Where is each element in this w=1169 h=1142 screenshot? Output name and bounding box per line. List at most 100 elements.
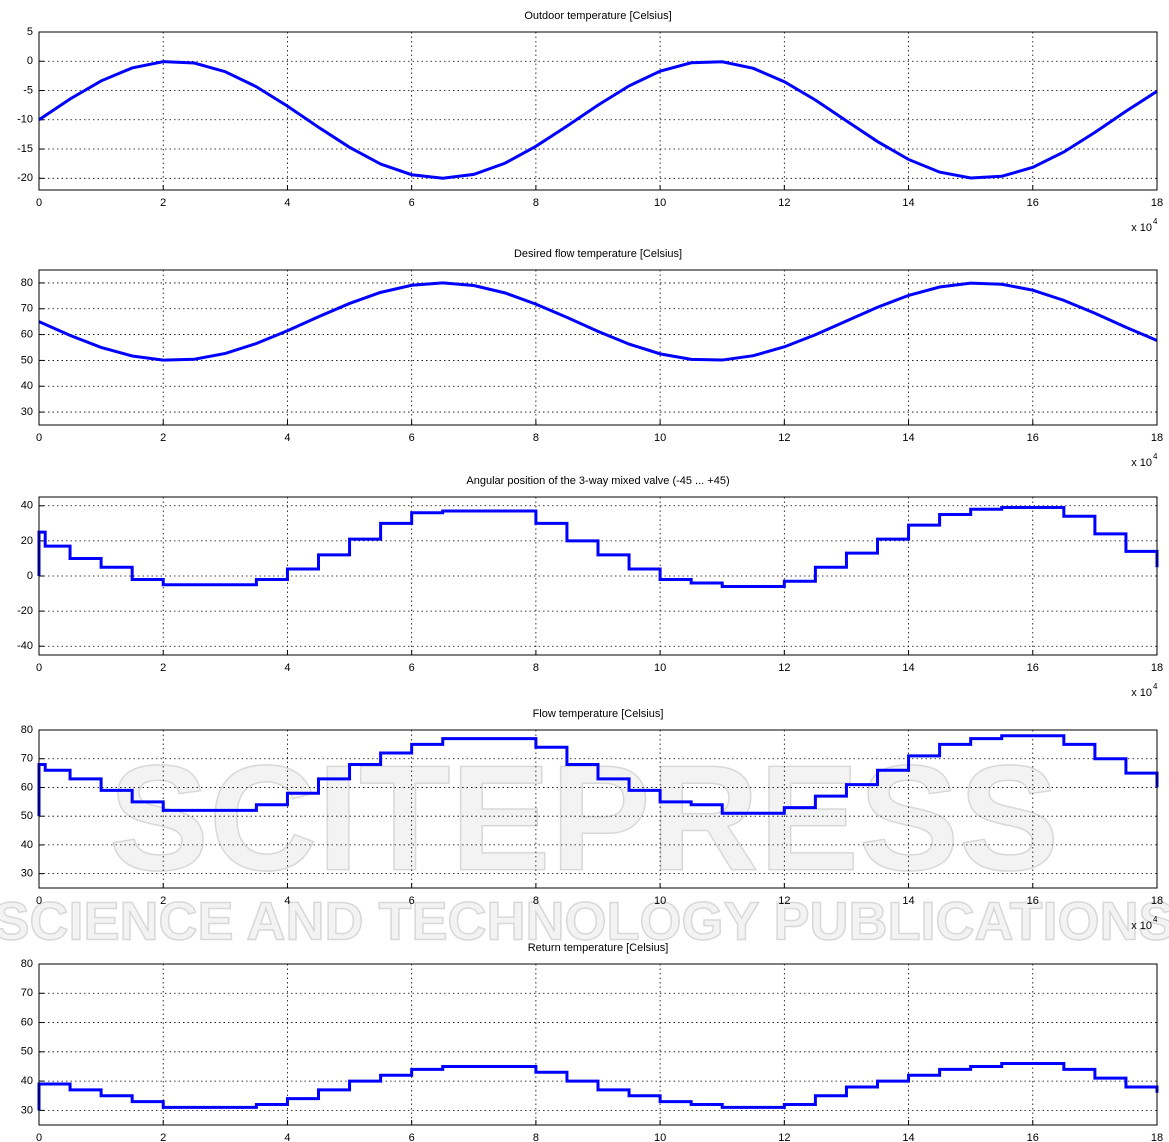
watermark: SCITEPRESS [109, 734, 1059, 902]
x-tick-label: 6 [409, 895, 415, 907]
x-tick-label: 8 [533, 197, 539, 209]
x-multiplier: x 10 [1131, 687, 1152, 699]
axes-box [38, 31, 1158, 191]
x-multiplier-exponent: 4 [1153, 452, 1158, 461]
y-tick-label: 70 [21, 753, 33, 765]
x-tick-label: 10 [654, 662, 666, 674]
x-tick-label: 16 [1027, 197, 1039, 209]
y-tick-label: 80 [21, 958, 33, 970]
x-tick-label: 18 [1151, 197, 1163, 209]
x-multiplier-exponent: 4 [1153, 217, 1158, 226]
x-tick-label: 16 [1027, 662, 1039, 674]
chart-title: Flow temperature [Celsius] [533, 708, 664, 720]
y-tick-label: -5 [23, 84, 33, 96]
data-line [37, 506, 1159, 589]
x-tick-label: 10 [654, 432, 666, 444]
x-multiplier: x 10 [1131, 920, 1152, 932]
x-tick-label: 4 [284, 662, 290, 674]
y-tick-label: 70 [21, 987, 33, 999]
subplot: Angular position of the 3-way mixed valv… [17, 475, 1163, 699]
x-tick-label: 14 [902, 432, 914, 444]
y-tick-label: -15 [17, 143, 33, 155]
x-tick-label: 0 [36, 895, 42, 907]
y-tick-label: 40 [21, 380, 33, 392]
axes-box [38, 729, 1158, 889]
y-tick-label: 60 [21, 328, 33, 340]
x-tick-label: 16 [1027, 432, 1039, 444]
x-tick-label: 12 [778, 662, 790, 674]
x-tick-label: 14 [902, 197, 914, 209]
x-tick-label: 12 [778, 197, 790, 209]
x-tick-label: 8 [533, 432, 539, 444]
chart-title: Angular position of the 3-way mixed valv… [466, 475, 729, 487]
x-tick-label: 4 [284, 197, 290, 209]
data-line [37, 1062, 1159, 1111]
x-multiplier-exponent: 4 [1153, 915, 1158, 924]
chart-title: Return temperature [Celsius] [528, 942, 669, 954]
x-tick-label: 8 [533, 895, 539, 907]
y-tick-label: 80 [21, 724, 33, 736]
x-tick-label: 4 [284, 895, 290, 907]
y-tick-label: -40 [17, 640, 33, 652]
x-tick-label: 18 [1151, 432, 1163, 444]
y-tick-label: 70 [21, 303, 33, 315]
subplot: Desired flow temperature [Celsius] 0 2 4 6 8 1… [21, 248, 1163, 469]
x-tick-label: 4 [284, 1132, 290, 1142]
x-tick-label: 12 [778, 895, 790, 907]
y-tick-label: 0 [27, 570, 33, 582]
y-tick-label: 40 [21, 1075, 33, 1087]
y-tick-label: 50 [21, 354, 33, 366]
x-tick-label: 6 [409, 662, 415, 674]
x-tick-label: 14 [902, 662, 914, 674]
data-line [38, 60, 1158, 180]
y-tick-label: 60 [21, 1016, 33, 1028]
chart-title: Outdoor temperature [Celsius] [524, 10, 671, 22]
axes-box [38, 963, 1158, 1126]
x-tick-label: 14 [902, 1132, 914, 1142]
y-tick-label: 30 [21, 406, 33, 418]
y-tick-label: 30 [21, 868, 33, 880]
x-tick-label: 2 [160, 1132, 166, 1142]
x-tick-label: 16 [1027, 1132, 1039, 1142]
x-multiplier: x 10 [1131, 457, 1152, 469]
y-tick-label: 5 [27, 26, 33, 38]
y-tick-label: -10 [17, 114, 33, 126]
y-tick-label: 50 [21, 1046, 33, 1058]
x-tick-label: 0 [36, 1132, 42, 1142]
x-tick-label: 2 [160, 197, 166, 209]
x-tick-label: 2 [160, 432, 166, 444]
x-tick-label: 10 [654, 1132, 666, 1142]
x-tick-label: 6 [409, 432, 415, 444]
x-tick-label: 12 [778, 1132, 790, 1142]
y-tick-label: -20 [17, 172, 33, 184]
y-tick-label: 20 [21, 535, 33, 547]
x-tick-label: 18 [1151, 662, 1163, 674]
x-tick-label: 2 [160, 662, 166, 674]
x-tick-label: 0 [36, 197, 42, 209]
y-tick-label: 50 [21, 810, 33, 822]
x-tick-label: 8 [533, 662, 539, 674]
x-multiplier: x 10 [1131, 222, 1152, 234]
x-tick-label: 14 [902, 895, 914, 907]
x-tick-label: 18 [1151, 895, 1163, 907]
axes-box [38, 269, 1158, 426]
subplot: Outdoor temperature [Celsius] 0 2 4 6 8 10 12 14… [17, 10, 1163, 234]
x-tick-label: 0 [36, 662, 42, 674]
data-line [37, 734, 1159, 817]
axes-box [38, 496, 1158, 656]
x-tick-label: 2 [160, 895, 166, 907]
subplot: Flow temperature [Celsius] 0 2 4 6 8 10 12 14 16 1… [21, 708, 1163, 932]
subplot: Return temperature [Celsius] 0 2 4 6 8 10 12 14 1… [21, 942, 1163, 1142]
y-tick-label: -20 [17, 605, 33, 617]
x-tick-label: 12 [778, 432, 790, 444]
y-tick-label: 0 [27, 55, 33, 67]
y-tick-label: 30 [21, 1104, 33, 1116]
data-line [38, 281, 1158, 362]
x-tick-label: 4 [284, 432, 290, 444]
y-tick-label: 80 [21, 277, 33, 289]
y-tick-label: 60 [21, 781, 33, 793]
x-multiplier-exponent: 4 [1153, 682, 1158, 691]
chart-title: Desired flow temperature [Celsius] [514, 248, 682, 260]
x-tick-label: 6 [409, 197, 415, 209]
